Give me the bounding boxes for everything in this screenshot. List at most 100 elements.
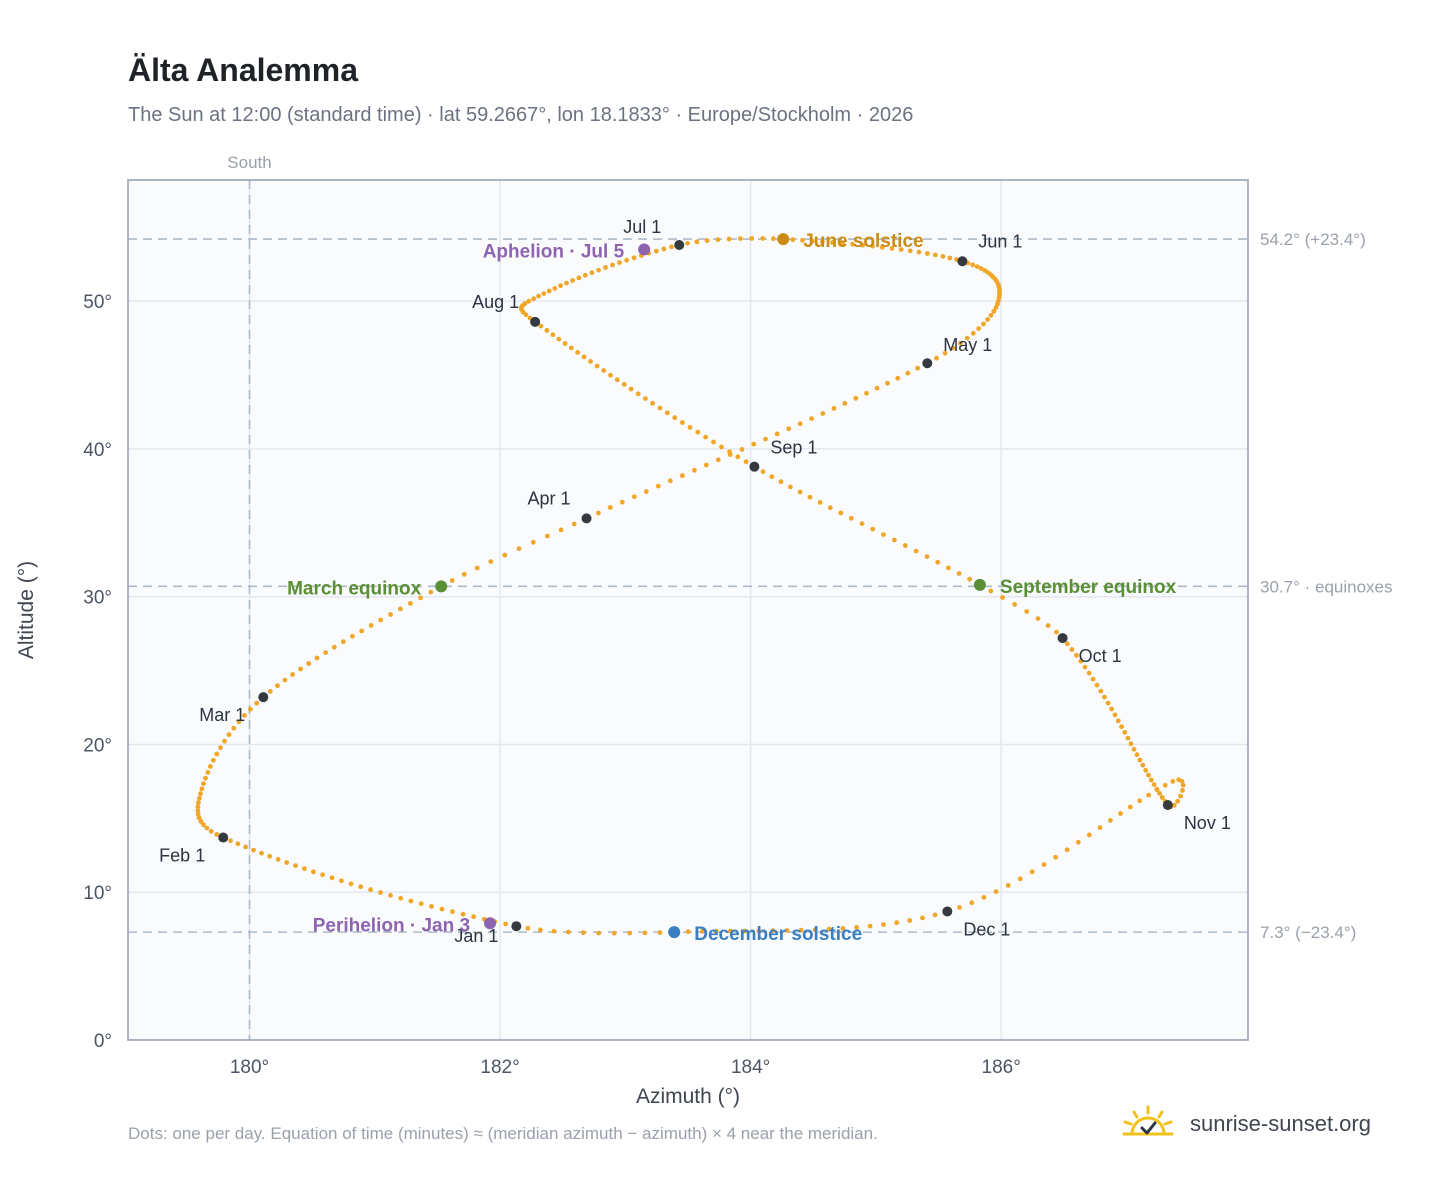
day-dot [1122, 730, 1128, 735]
day-dot [594, 363, 600, 369]
day-dot [214, 832, 220, 837]
day-dot [323, 650, 328, 655]
day-dot [516, 546, 522, 552]
day-dot [790, 237, 796, 243]
day-dot [981, 321, 986, 327]
day-dot [503, 921, 508, 927]
day-dot [358, 884, 364, 890]
day-dot [1180, 788, 1185, 793]
day-dot [631, 494, 637, 500]
day-dot [920, 915, 925, 921]
day-dot [672, 415, 678, 421]
day-dot [1154, 787, 1160, 793]
day-dot [643, 396, 648, 401]
day-dot [982, 268, 988, 273]
day-dot [1102, 694, 1107, 700]
day-dot [596, 930, 602, 936]
day-dot [915, 365, 920, 371]
day-dot [860, 242, 865, 248]
grid-lines [128, 180, 1248, 1040]
brand-logo[interactable]: sunrise-sunset.org [1120, 1100, 1371, 1148]
day-dot [628, 386, 634, 392]
day-dot [898, 247, 904, 253]
day-dot [267, 853, 273, 859]
month-label: Feb 1 [159, 846, 205, 866]
meridian-label: South [227, 153, 271, 172]
day-dot [749, 236, 755, 241]
day-dot [778, 479, 784, 485]
day-dot [1170, 779, 1176, 784]
day-dot [614, 377, 620, 383]
day-dot [692, 467, 697, 473]
day-dot [228, 838, 233, 844]
day-dot [820, 411, 826, 416]
day-dot [1146, 772, 1151, 778]
day-dot [743, 459, 749, 465]
day-dot [703, 462, 709, 468]
day-dot [667, 478, 673, 484]
day-dot [1005, 883, 1011, 888]
day-dot [197, 795, 202, 801]
y-tick-label: 50° [83, 292, 112, 313]
day-dot [267, 689, 273, 694]
day-dot [601, 368, 607, 373]
day-dot [751, 441, 757, 447]
y-tick-label: 40° [83, 440, 112, 461]
day-dot [940, 254, 946, 259]
day-dot [925, 251, 930, 256]
day-dot [770, 928, 776, 934]
month-label: Jan 1 [454, 926, 498, 946]
day-dot [531, 296, 537, 302]
day-dot [1029, 869, 1035, 875]
event-marker [435, 580, 448, 593]
event-label: March equinox [287, 578, 422, 599]
day-dot [817, 500, 823, 505]
day-dot [1098, 688, 1104, 694]
day-dot [924, 554, 930, 559]
event-markers: June solstice December solstice March equi… [287, 231, 1177, 945]
day-dot [1115, 718, 1121, 724]
x-tick-label: 180° [230, 1057, 269, 1078]
day-dot [760, 469, 766, 475]
day-dot [1053, 854, 1058, 860]
day-dot [870, 526, 876, 532]
month-markers: Jan 1 Feb 1 Mar 1 Apr 1 May 1 Jun 1 Jul 1 Aug 1… [159, 217, 1231, 946]
day-dot [564, 280, 569, 286]
day-dot [290, 672, 295, 677]
day-dot [570, 278, 575, 283]
day-dot [1045, 623, 1051, 628]
day-dot [800, 237, 805, 243]
day-dot [1162, 782, 1168, 788]
day-dot [408, 898, 414, 904]
day-dot [378, 617, 384, 623]
day-dot [932, 912, 938, 918]
y-tick-label: 20° [83, 735, 112, 756]
day-dot [685, 929, 691, 935]
day-dot [719, 444, 724, 450]
day-dot [892, 537, 897, 543]
x-axis-ticks: 180° 182° 184° 186° [230, 1057, 1021, 1078]
month-label: Dec 1 [963, 919, 1010, 939]
day-dot [964, 335, 970, 341]
month-label: Oct 1 [1079, 646, 1122, 666]
day-dot [214, 751, 220, 757]
day-dot [610, 262, 615, 268]
day-dot [575, 350, 580, 355]
day-dot [1064, 847, 1070, 853]
event-label: June solstice [803, 231, 923, 252]
day-dot [902, 543, 908, 548]
day-dot [661, 246, 667, 252]
day-dot [934, 355, 939, 361]
day-dot [1090, 676, 1096, 682]
day-dot [461, 571, 467, 577]
day-dot [958, 340, 963, 346]
sun-check-icon [1122, 1105, 1174, 1136]
day-dot [439, 906, 445, 912]
day-dot [969, 900, 975, 906]
day-dot [760, 236, 766, 241]
plot-area [128, 180, 1248, 1040]
day-dot [854, 925, 859, 930]
day-dot [621, 382, 627, 387]
day-dot [809, 416, 814, 421]
month-label: Jun 1 [978, 231, 1022, 251]
